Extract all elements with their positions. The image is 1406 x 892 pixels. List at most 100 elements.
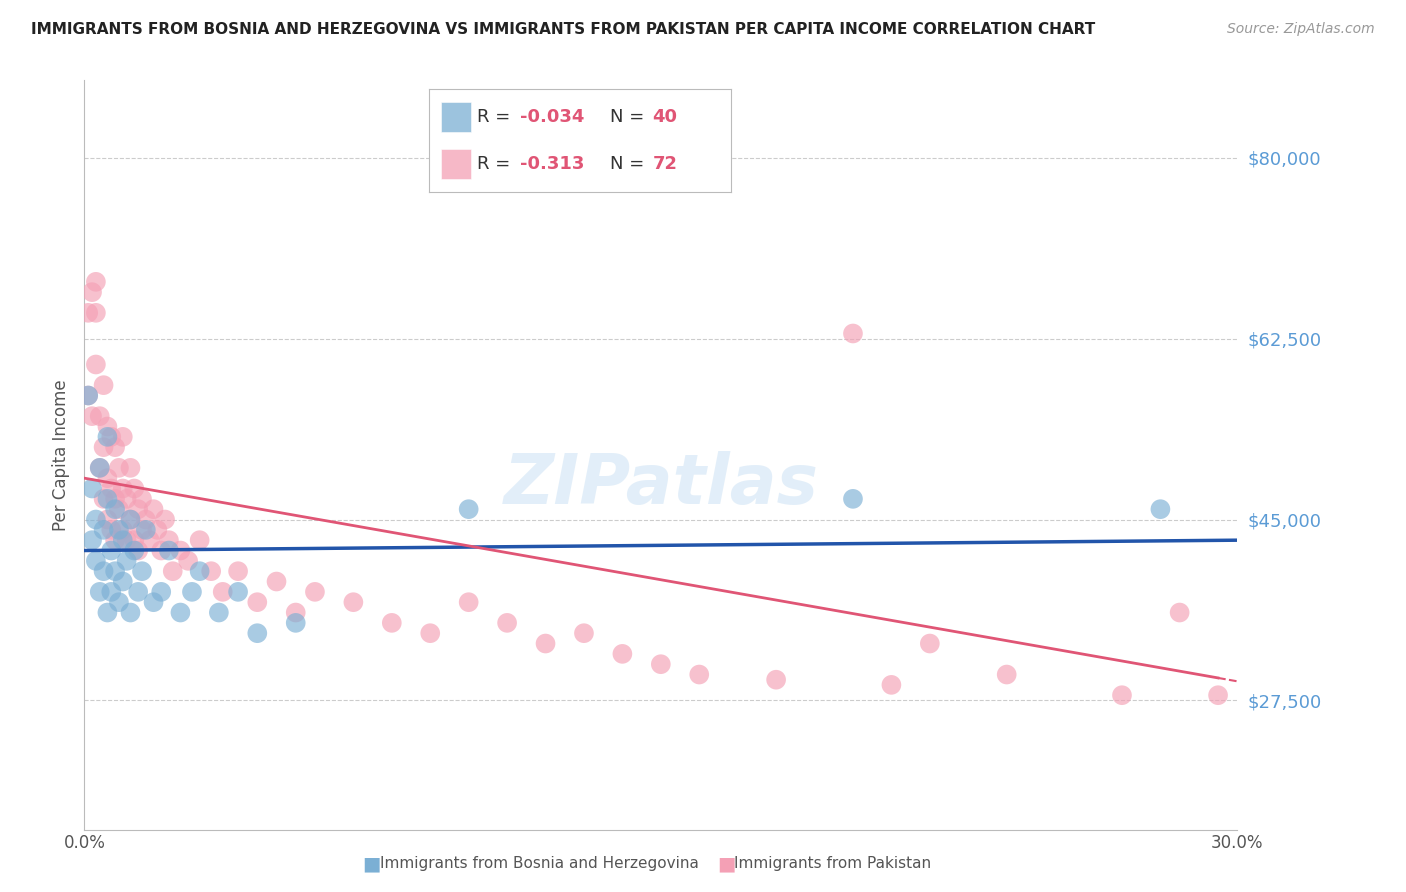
Point: [226, 585, 249, 599]
Point: [120, 512, 142, 526]
Point: [111, 533, 134, 548]
Point: [612, 647, 634, 661]
Point: [124, 533, 146, 548]
Point: [246, 595, 269, 609]
Point: [127, 585, 149, 599]
Point: [177, 554, 200, 568]
Point: [995, 667, 1018, 681]
Point: [111, 482, 134, 496]
Point: [169, 606, 191, 620]
Point: [157, 543, 180, 558]
Point: [93, 491, 115, 506]
Point: [135, 512, 157, 526]
Point: [1149, 502, 1171, 516]
Point: [138, 533, 160, 548]
Text: ■: ■: [363, 854, 381, 873]
Point: [150, 543, 173, 558]
Point: [104, 533, 127, 548]
Point: [100, 543, 122, 558]
Point: [111, 574, 134, 589]
Point: [96, 419, 118, 434]
Text: -0.034: -0.034: [520, 108, 583, 126]
Point: [534, 636, 557, 650]
Point: [84, 306, 107, 320]
Point: [1206, 688, 1229, 702]
Point: [381, 615, 404, 630]
Point: [120, 606, 142, 620]
Point: [842, 326, 865, 341]
Point: [842, 491, 865, 506]
Point: [124, 543, 146, 558]
Text: N =: N =: [610, 155, 650, 173]
Text: Source: ZipAtlas.com: Source: ZipAtlas.com: [1227, 22, 1375, 37]
Point: [650, 657, 672, 672]
Text: R =: R =: [477, 108, 516, 126]
Point: [127, 502, 149, 516]
Point: [226, 564, 249, 578]
Point: [93, 440, 115, 454]
Point: [765, 673, 787, 687]
Point: [200, 564, 222, 578]
Point: [77, 388, 100, 402]
Point: [120, 512, 142, 526]
Point: [135, 523, 157, 537]
Point: [211, 585, 233, 599]
Point: [880, 678, 903, 692]
Point: [100, 430, 122, 444]
Point: [89, 460, 111, 475]
Point: [457, 595, 479, 609]
Text: 40: 40: [652, 108, 678, 126]
Point: [93, 378, 115, 392]
Point: [115, 533, 138, 548]
Text: ■: ■: [717, 854, 735, 873]
Text: IMMIGRANTS FROM BOSNIA AND HERZEGOVINA VS IMMIGRANTS FROM PAKISTAN PER CAPITA IN: IMMIGRANTS FROM BOSNIA AND HERZEGOVINA V…: [31, 22, 1095, 37]
Point: [104, 502, 127, 516]
Point: [162, 564, 184, 578]
Point: [77, 306, 100, 320]
Point: [342, 595, 364, 609]
Point: [131, 491, 153, 506]
Point: [96, 491, 118, 506]
Point: [80, 285, 103, 300]
Point: [84, 358, 107, 372]
Point: [84, 275, 107, 289]
Bar: [441, 102, 471, 132]
Point: [89, 585, 111, 599]
Point: [115, 554, 138, 568]
Point: [111, 430, 134, 444]
Point: [100, 585, 122, 599]
Point: [84, 512, 107, 526]
Point: [146, 523, 169, 537]
Text: N =: N =: [610, 108, 650, 126]
Point: [108, 460, 131, 475]
Point: [1111, 688, 1133, 702]
Point: [80, 409, 103, 424]
Point: [188, 564, 211, 578]
Point: [142, 502, 165, 516]
Point: [93, 523, 115, 537]
Point: [496, 615, 519, 630]
Point: [93, 564, 115, 578]
Point: [96, 471, 118, 485]
Point: [80, 533, 103, 548]
Point: [169, 543, 191, 558]
Point: [157, 533, 180, 548]
Point: [108, 595, 131, 609]
Point: [84, 554, 107, 568]
Point: [100, 523, 122, 537]
Point: [572, 626, 595, 640]
Point: [77, 388, 100, 402]
Bar: [441, 149, 471, 179]
Point: [96, 430, 118, 444]
Point: [100, 482, 122, 496]
Point: [304, 585, 326, 599]
Point: [131, 564, 153, 578]
Point: [124, 482, 146, 496]
Text: Immigrants from Bosnia and Herzegovina: Immigrants from Bosnia and Herzegovina: [380, 856, 699, 871]
Point: [104, 564, 127, 578]
Point: [457, 502, 479, 516]
Point: [96, 512, 118, 526]
Point: [89, 409, 111, 424]
Text: ZIPatlas: ZIPatlas: [503, 451, 818, 518]
Point: [284, 606, 307, 620]
